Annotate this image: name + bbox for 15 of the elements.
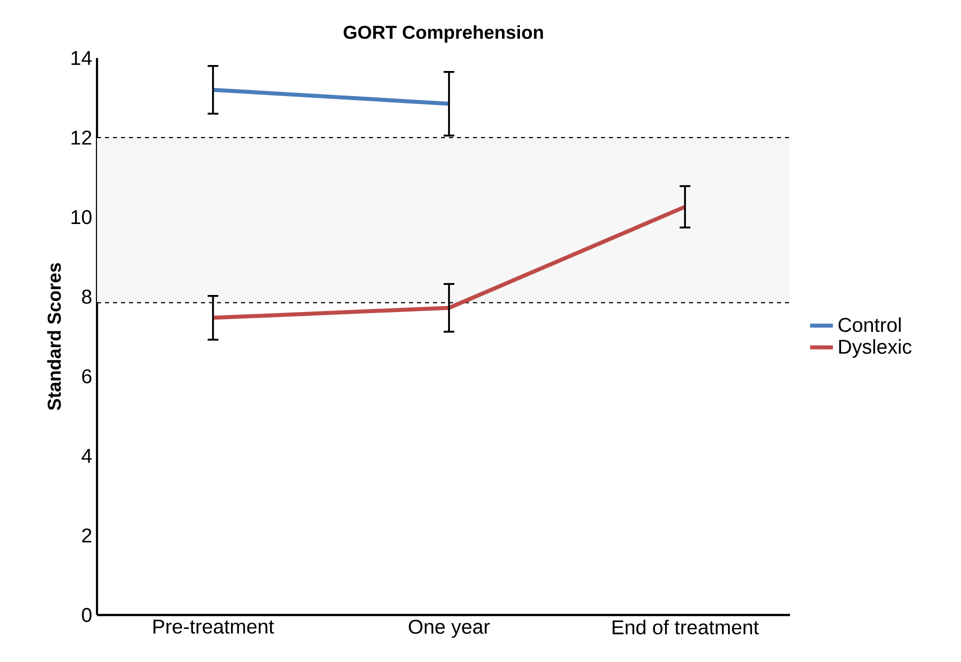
x-tick-label: End of treatment: [612, 620, 759, 634]
x-tick-label: Pre-treatment: [154, 620, 274, 634]
y-tick-label: 0: [82, 608, 92, 622]
y-tick-label: 2: [82, 528, 92, 542]
chart-title: GORT Comprehension: [344, 25, 543, 43]
y-tick-label: 4: [82, 448, 92, 463]
y-tick-label: 6: [82, 369, 92, 384]
y-tick-label: 12: [72, 130, 92, 145]
legend-label: Control: [838, 317, 901, 332]
legend-label: Dyslexic: [839, 339, 912, 358]
y-tick-label: 10: [72, 210, 92, 224]
y-tick-label: 14: [72, 51, 92, 65]
y-axis-title: Standard Scores: [47, 263, 61, 410]
x-tick-label: One year: [408, 620, 490, 638]
y-tick-label: 8: [82, 290, 92, 304]
